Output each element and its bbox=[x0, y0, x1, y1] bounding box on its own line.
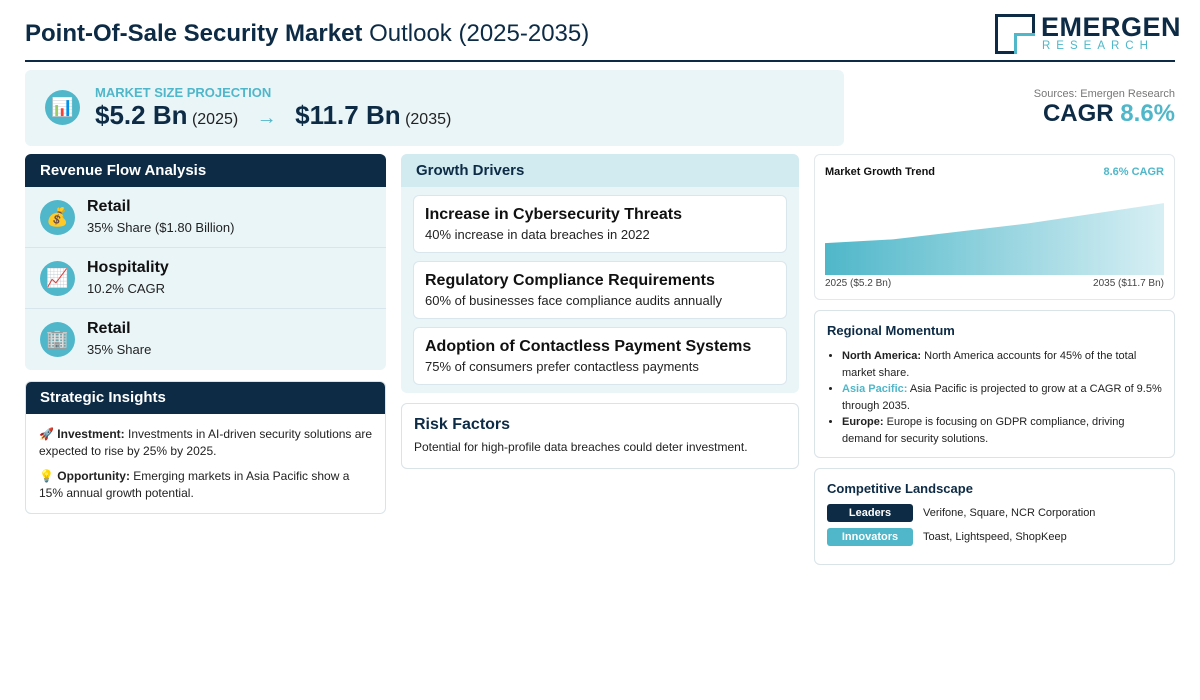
trend-title: Market Growth Trend bbox=[825, 166, 936, 178]
region-label: North America: bbox=[842, 350, 922, 362]
insight-label: Investment: bbox=[57, 427, 125, 441]
strategic-insights-title: Strategic Insights bbox=[26, 382, 385, 414]
region-item: Asia Pacific: Asia Pacific is projected … bbox=[842, 381, 1164, 414]
revenue-item-sub: 35% Share bbox=[87, 342, 152, 357]
risk-factors-title: Risk Factors bbox=[414, 416, 511, 433]
revenue-item: 🏢 Retail 35% Share bbox=[25, 309, 386, 370]
title-rest: Outlook (2025-2035) bbox=[369, 20, 590, 47]
revenue-flow-card: Revenue Flow Analysis 💰 Retail 35% Share… bbox=[25, 154, 386, 370]
leaders-list: Verifone, Square, NCR Corporation bbox=[923, 507, 1096, 519]
region-label: Asia Pacific: bbox=[842, 383, 908, 395]
trend-end-label: 2035 ($11.7 Bn) bbox=[1093, 278, 1164, 289]
region-text: Europe is focusing on GDPR compliance, d… bbox=[842, 416, 1125, 445]
driver-item: Increase in Cybersecurity Threats 40% in… bbox=[413, 195, 787, 253]
driver-sub: 40% increase in data breaches in 2022 bbox=[425, 227, 650, 242]
leaders-badge: Leaders bbox=[827, 504, 913, 522]
logo-sub-text: RESEARCH bbox=[1042, 40, 1154, 52]
trend-start-label: 2025 ($5.2 Bn) bbox=[825, 278, 892, 289]
start-value: $5.2 Bn bbox=[95, 100, 188, 130]
driver-sub: 60% of businesses face compliance audits… bbox=[425, 293, 723, 308]
trend-area-chart bbox=[825, 203, 1164, 275]
innovators-list: Toast, Lightspeed, ShopKeep bbox=[923, 531, 1067, 543]
driver-sub: 75% of consumers prefer contactless paym… bbox=[425, 359, 699, 374]
revenue-item-title: Retail bbox=[87, 320, 131, 337]
regional-momentum-card: Regional Momentum North America: North A… bbox=[814, 310, 1175, 458]
competitive-landscape-title: Competitive Landscape bbox=[827, 481, 973, 496]
driver-item: Regulatory Compliance Requirements 60% o… bbox=[413, 261, 787, 319]
growth-drivers-title: Growth Drivers bbox=[401, 154, 799, 187]
cagr-headline: CAGR 8.6% bbox=[1043, 100, 1175, 128]
office-building-icon: 🏢 bbox=[40, 322, 75, 357]
cagr-label: CAGR bbox=[1042, 100, 1114, 127]
projection-label: MARKET SIZE PROJECTION bbox=[95, 85, 272, 100]
projection-values: $5.2 Bn (2025) → $11.7 Bn (2035) bbox=[95, 100, 451, 131]
revenue-flow-title: Revenue Flow Analysis bbox=[25, 154, 386, 187]
trend-area bbox=[825, 203, 1164, 275]
region-text: North America accounts for 45% of the to… bbox=[842, 350, 1137, 379]
insight-text: Emerging markets in Asia Pacific show a … bbox=[39, 469, 350, 500]
strategic-insights-card: Strategic Insights 🚀 Investment: Investm… bbox=[25, 381, 386, 514]
arrow-right-icon: → bbox=[256, 107, 277, 129]
trend-chart-icon: 📈 bbox=[40, 261, 75, 296]
sources-text: Sources: Emergen Research bbox=[1033, 88, 1175, 100]
market-size-projection: 📊 MARKET SIZE PROJECTION $5.2 Bn (2025) … bbox=[25, 70, 844, 146]
innovators-badge: Innovators bbox=[827, 528, 913, 546]
logo-mark-icon bbox=[995, 14, 1035, 54]
driver-item: Adoption of Contactless Payment Systems … bbox=[413, 327, 787, 385]
risk-factors-text: Potential for high-profile data breaches… bbox=[414, 440, 748, 454]
driver-title: Increase in Cybersecurity Threats bbox=[425, 206, 683, 223]
regional-momentum-title: Regional Momentum bbox=[827, 323, 955, 338]
revenue-item-sub: 35% Share ($1.80 Billion) bbox=[87, 220, 235, 235]
market-growth-trend-card: Market Growth Trend 8.6% CAGR 2025 ($5.2… bbox=[814, 154, 1175, 300]
driver-title: Regulatory Compliance Requirements bbox=[425, 272, 715, 289]
insight-opportunity: 💡 Opportunity: Emerging markets in Asia … bbox=[39, 468, 376, 502]
end-value: $11.7 Bn bbox=[295, 100, 401, 130]
cagr-value: 8.6% bbox=[1120, 100, 1175, 127]
region-text: Asia Pacific is projected to grow at a C… bbox=[842, 383, 1162, 412]
risk-factors-card: Risk Factors Potential for high-profile … bbox=[401, 403, 799, 469]
insight-text: Investments in AI-driven security soluti… bbox=[39, 427, 373, 458]
revenue-item-sub: 10.2% CAGR bbox=[87, 281, 166, 296]
revenue-item: 💰 Retail 35% Share ($1.80 Billion) bbox=[25, 187, 386, 248]
trend-cagr: 8.6% CAGR bbox=[1103, 166, 1164, 178]
rocket-icon: 🚀 bbox=[39, 427, 54, 441]
bar-chart-icon: 📊 bbox=[45, 90, 80, 125]
emergen-logo: EMERGEN RESEARCH bbox=[995, 12, 1181, 56]
region-label: Europe: bbox=[842, 416, 884, 428]
insight-investment: 🚀 Investment: Investments in AI-driven s… bbox=[39, 426, 376, 460]
insight-label: Opportunity: bbox=[57, 469, 130, 483]
revenue-item: 📈 Hospitality 10.2% CAGR bbox=[25, 248, 386, 309]
end-year: (2035) bbox=[405, 111, 452, 128]
money-bag-icon: 💰 bbox=[40, 200, 75, 235]
growth-drivers-card: Growth Drivers Increase in Cybersecurity… bbox=[401, 154, 799, 393]
light-bulb-icon: 💡 bbox=[39, 469, 54, 483]
page-title: Point-Of-Sale Security Market Outlook (2… bbox=[25, 20, 589, 48]
revenue-item-title: Hospitality bbox=[87, 259, 169, 276]
start-year: (2025) bbox=[191, 111, 239, 128]
region-item: Europe: Europe is focusing on GDPR compl… bbox=[842, 414, 1164, 447]
header: Point-Of-Sale Security Market Outlook (2… bbox=[25, 12, 1181, 62]
regional-list: North America: North America accounts fo… bbox=[842, 348, 1164, 447]
driver-title: Adoption of Contactless Payment Systems bbox=[425, 338, 752, 355]
competitive-landscape-card: Competitive Landscape Leaders Verifone, … bbox=[814, 468, 1175, 565]
revenue-item-title: Retail bbox=[87, 198, 131, 215]
title-bold: Point-Of-Sale Security Market bbox=[25, 20, 363, 47]
region-item: North America: North America accounts fo… bbox=[842, 348, 1164, 381]
logo-main-text: EMERGEN bbox=[1041, 12, 1182, 42]
